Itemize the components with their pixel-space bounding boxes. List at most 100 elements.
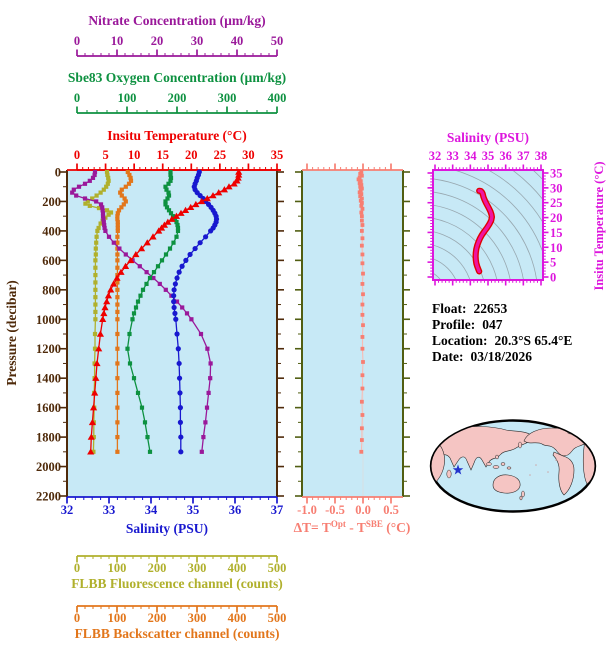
temperature-profile-marker — [127, 256, 135, 264]
oxygen-profile-marker — [164, 187, 169, 192]
fluorescence-profile-marker — [83, 201, 88, 206]
temperature-profile-marker — [225, 183, 233, 190]
pressure-tick-label: 1200 — [36, 342, 61, 356]
temperature-profile-marker — [197, 197, 206, 205]
delta-marker — [359, 243, 364, 248]
salinity-tick-label: 33 — [103, 503, 116, 517]
backscatter-tick-label: 100 — [108, 611, 127, 625]
fluorescence-tick-label: 300 — [188, 561, 207, 575]
pressure-tick-label: 2200 — [36, 490, 61, 504]
fluorescence-tick-label: 200 — [148, 561, 167, 575]
map-island — [500, 462, 506, 466]
ts-salinity-tick-label: 36 — [499, 149, 512, 163]
oxygen-profile-marker — [166, 181, 171, 186]
delta-tick-label: -1.0 — [297, 503, 317, 517]
delta-marker — [360, 346, 365, 351]
fluorescence-profile-marker — [92, 346, 98, 351]
nitrate-profile-marker — [100, 208, 105, 213]
map-atoll — [529, 474, 531, 476]
delta-marker — [359, 201, 364, 205]
map-island — [521, 490, 525, 498]
ts-salinity-tick-label: 33 — [446, 149, 459, 163]
map-eurasia — [431, 426, 535, 471]
temperature-profile-marker — [99, 315, 107, 322]
salinity-tick-label: 37 — [271, 503, 284, 517]
salinity-profile-marker — [183, 257, 189, 263]
delta-marker — [359, 186, 364, 191]
fluorescence-profile-marker — [93, 280, 98, 285]
temperature-profile-marker — [117, 268, 125, 275]
fluorescence-profile-marker — [93, 246, 98, 251]
nitrate-profile-marker — [82, 196, 88, 201]
salinity-profile-marker — [176, 375, 183, 381]
date-value: 03/18/2026 — [470, 349, 532, 364]
salinity-profile-marker — [173, 316, 179, 322]
backscatter-profile-marker — [115, 265, 120, 270]
nitrate-tick-label: 20 — [151, 34, 164, 48]
delta-curve-group — [356, 170, 365, 454]
salinity-profile-marker — [192, 245, 198, 252]
salinity-profile-marker — [203, 234, 209, 240]
temperature-axis-title: Insitu Temperature (°C) — [107, 128, 246, 143]
delta-marker — [360, 261, 365, 266]
backscatter-profile-marker — [118, 190, 123, 195]
salinity-profile-marker — [179, 263, 185, 269]
float-value: 22653 — [473, 301, 508, 316]
date-label: Date: — [432, 349, 464, 364]
salinity-profile-marker — [175, 346, 181, 352]
ts-temperature-tick-label: 15 — [550, 226, 563, 240]
delta-marker — [360, 236, 365, 241]
backscatter-profile-marker — [115, 295, 120, 300]
salinity-profile-marker — [187, 251, 193, 258]
backscatter-profile-marker — [119, 187, 124, 192]
temperature-tick-label: 10 — [128, 148, 141, 162]
ts-title: Salinity (PSU) — [447, 130, 529, 145]
temperature-profile-marker — [235, 171, 243, 178]
fluorescence-profile-marker — [91, 449, 96, 454]
oxygen-profile-marker — [174, 219, 179, 225]
delta-marker — [359, 214, 364, 219]
nitrate-profile-marker — [100, 205, 105, 210]
nitrate-profile-marker — [198, 331, 204, 337]
temperature-profile-marker — [187, 203, 195, 211]
map-africa-right — [582, 439, 595, 485]
temperature-profile-marker — [96, 330, 105, 337]
nitrate-profile-marker — [76, 184, 82, 189]
salinity-profile-marker — [177, 390, 183, 396]
oxygen-profile-marker — [174, 234, 179, 239]
nitrate-axis: 0 10 20 30 40 50 Nitrate Concentration (µm/kg) — [74, 13, 283, 57]
nitrate-tick-label: 30 — [191, 34, 204, 48]
fluorescence-profile-marker — [104, 208, 110, 213]
oxygen-profile-marker — [127, 331, 132, 337]
isopycnal-contour — [402, 282, 434, 314]
delta-axis-title-part: ΔT= T — [294, 520, 331, 535]
salinity-profile-marker — [176, 269, 182, 275]
oxygen-profile-marker — [168, 169, 173, 175]
salinity-profile-marker — [172, 310, 178, 316]
fluorescence-profile-marker — [92, 331, 98, 337]
delta-marker — [359, 196, 364, 201]
backscatter-profile-marker — [115, 376, 120, 381]
delta-t-plot: -1.0 -0.5 0.0 0.5 ΔT= TOpt - TSBE (°C) — [294, 163, 410, 535]
nitrate-profile-marker — [157, 281, 162, 287]
ts-curve — [473, 189, 494, 274]
fluorescence-profile-marker — [93, 287, 98, 292]
delta-marker — [359, 399, 364, 404]
nitrate-profile-marker — [184, 311, 190, 316]
nitrate-profile-marker — [180, 305, 185, 310]
backscatter-profile-marker — [115, 361, 120, 366]
backscatter-profile-marker — [115, 434, 120, 440]
fluorescence-profile-marker — [96, 205, 102, 211]
nitrate-profile-marker — [117, 246, 122, 251]
salinity-profile-marker — [172, 281, 178, 287]
map-island — [492, 465, 500, 469]
temperature-tick-label: 15 — [156, 148, 169, 162]
nitrate-profile-marker — [101, 217, 106, 222]
fluorescence-profile-marker — [93, 302, 98, 307]
delta-marker — [360, 252, 365, 257]
delta-plot-area — [302, 170, 403, 497]
map-australia — [492, 474, 521, 494]
fluorescence-profile-marker — [94, 234, 99, 239]
ts-salinity-tick-label: 32 — [429, 149, 442, 163]
oxygen-profile-marker — [168, 211, 174, 216]
